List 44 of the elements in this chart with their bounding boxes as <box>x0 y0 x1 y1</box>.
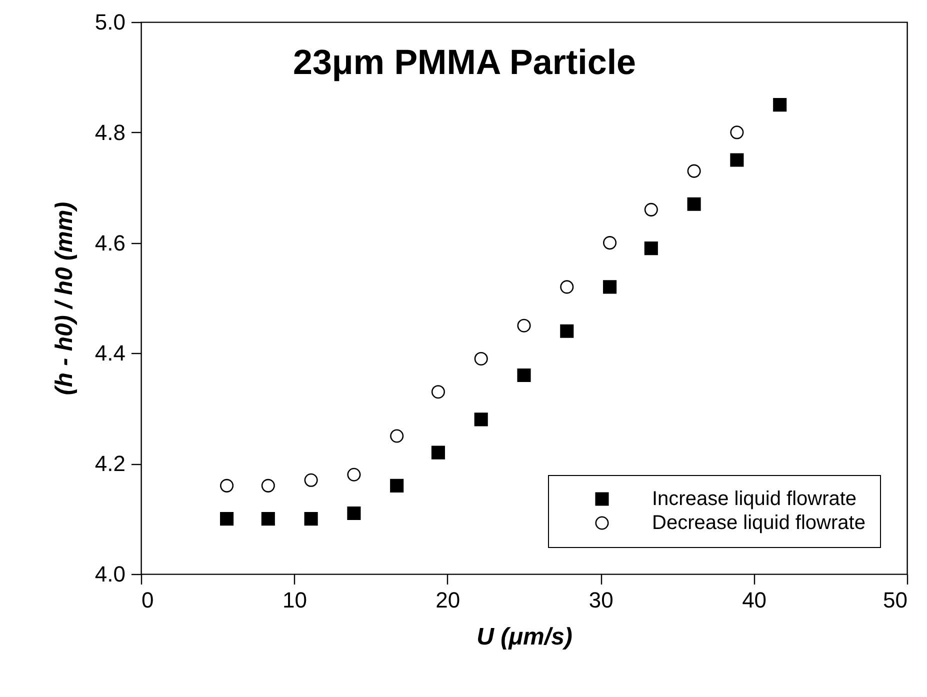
point <box>517 368 531 382</box>
point <box>220 478 234 492</box>
y-tick-label: 4.2 <box>94 451 126 476</box>
x-tick-label: 50 <box>883 588 908 612</box>
x-tick-label: 40 <box>742 588 767 612</box>
legend-label: Increase liquid flowrate <box>652 488 857 510</box>
point <box>730 126 744 140</box>
point <box>261 478 275 492</box>
point <box>390 478 404 492</box>
point <box>347 468 361 482</box>
x-tick-label: 30 <box>588 588 614 612</box>
point <box>560 324 574 338</box>
y-tick-label: 4.8 <box>94 120 126 145</box>
x-tick-label: 10 <box>282 588 307 612</box>
point <box>474 352 488 366</box>
y-tick-label: 4.4 <box>94 340 126 366</box>
point <box>603 280 617 294</box>
point <box>347 506 361 520</box>
point <box>261 512 275 526</box>
point <box>644 242 658 256</box>
point <box>431 385 445 399</box>
point <box>773 98 787 112</box>
point <box>390 429 404 443</box>
point <box>603 236 617 250</box>
y-axis-title: (h - h0) / h0 (mm) <box>50 202 78 396</box>
text: 23μm PMMA Particle <box>293 43 636 82</box>
x-axis-title: U (μm/s) <box>476 624 572 650</box>
point <box>644 202 658 216</box>
y-tick-label: 4.6 <box>94 230 126 256</box>
point <box>687 164 701 178</box>
y-tick-label: 4.0 <box>94 562 126 586</box>
y-tick-label: 5.0 <box>94 10 126 34</box>
point <box>560 280 574 294</box>
point <box>304 473 318 487</box>
point <box>730 153 744 167</box>
x-tick-label: 20 <box>436 588 460 612</box>
x-tick-label: 0 <box>142 588 154 612</box>
point <box>474 412 488 426</box>
legend-label: Decrease liquid flowrate <box>652 512 866 534</box>
point <box>517 318 531 332</box>
point <box>687 197 701 211</box>
point <box>220 512 234 526</box>
point <box>304 512 318 526</box>
point <box>431 446 445 460</box>
